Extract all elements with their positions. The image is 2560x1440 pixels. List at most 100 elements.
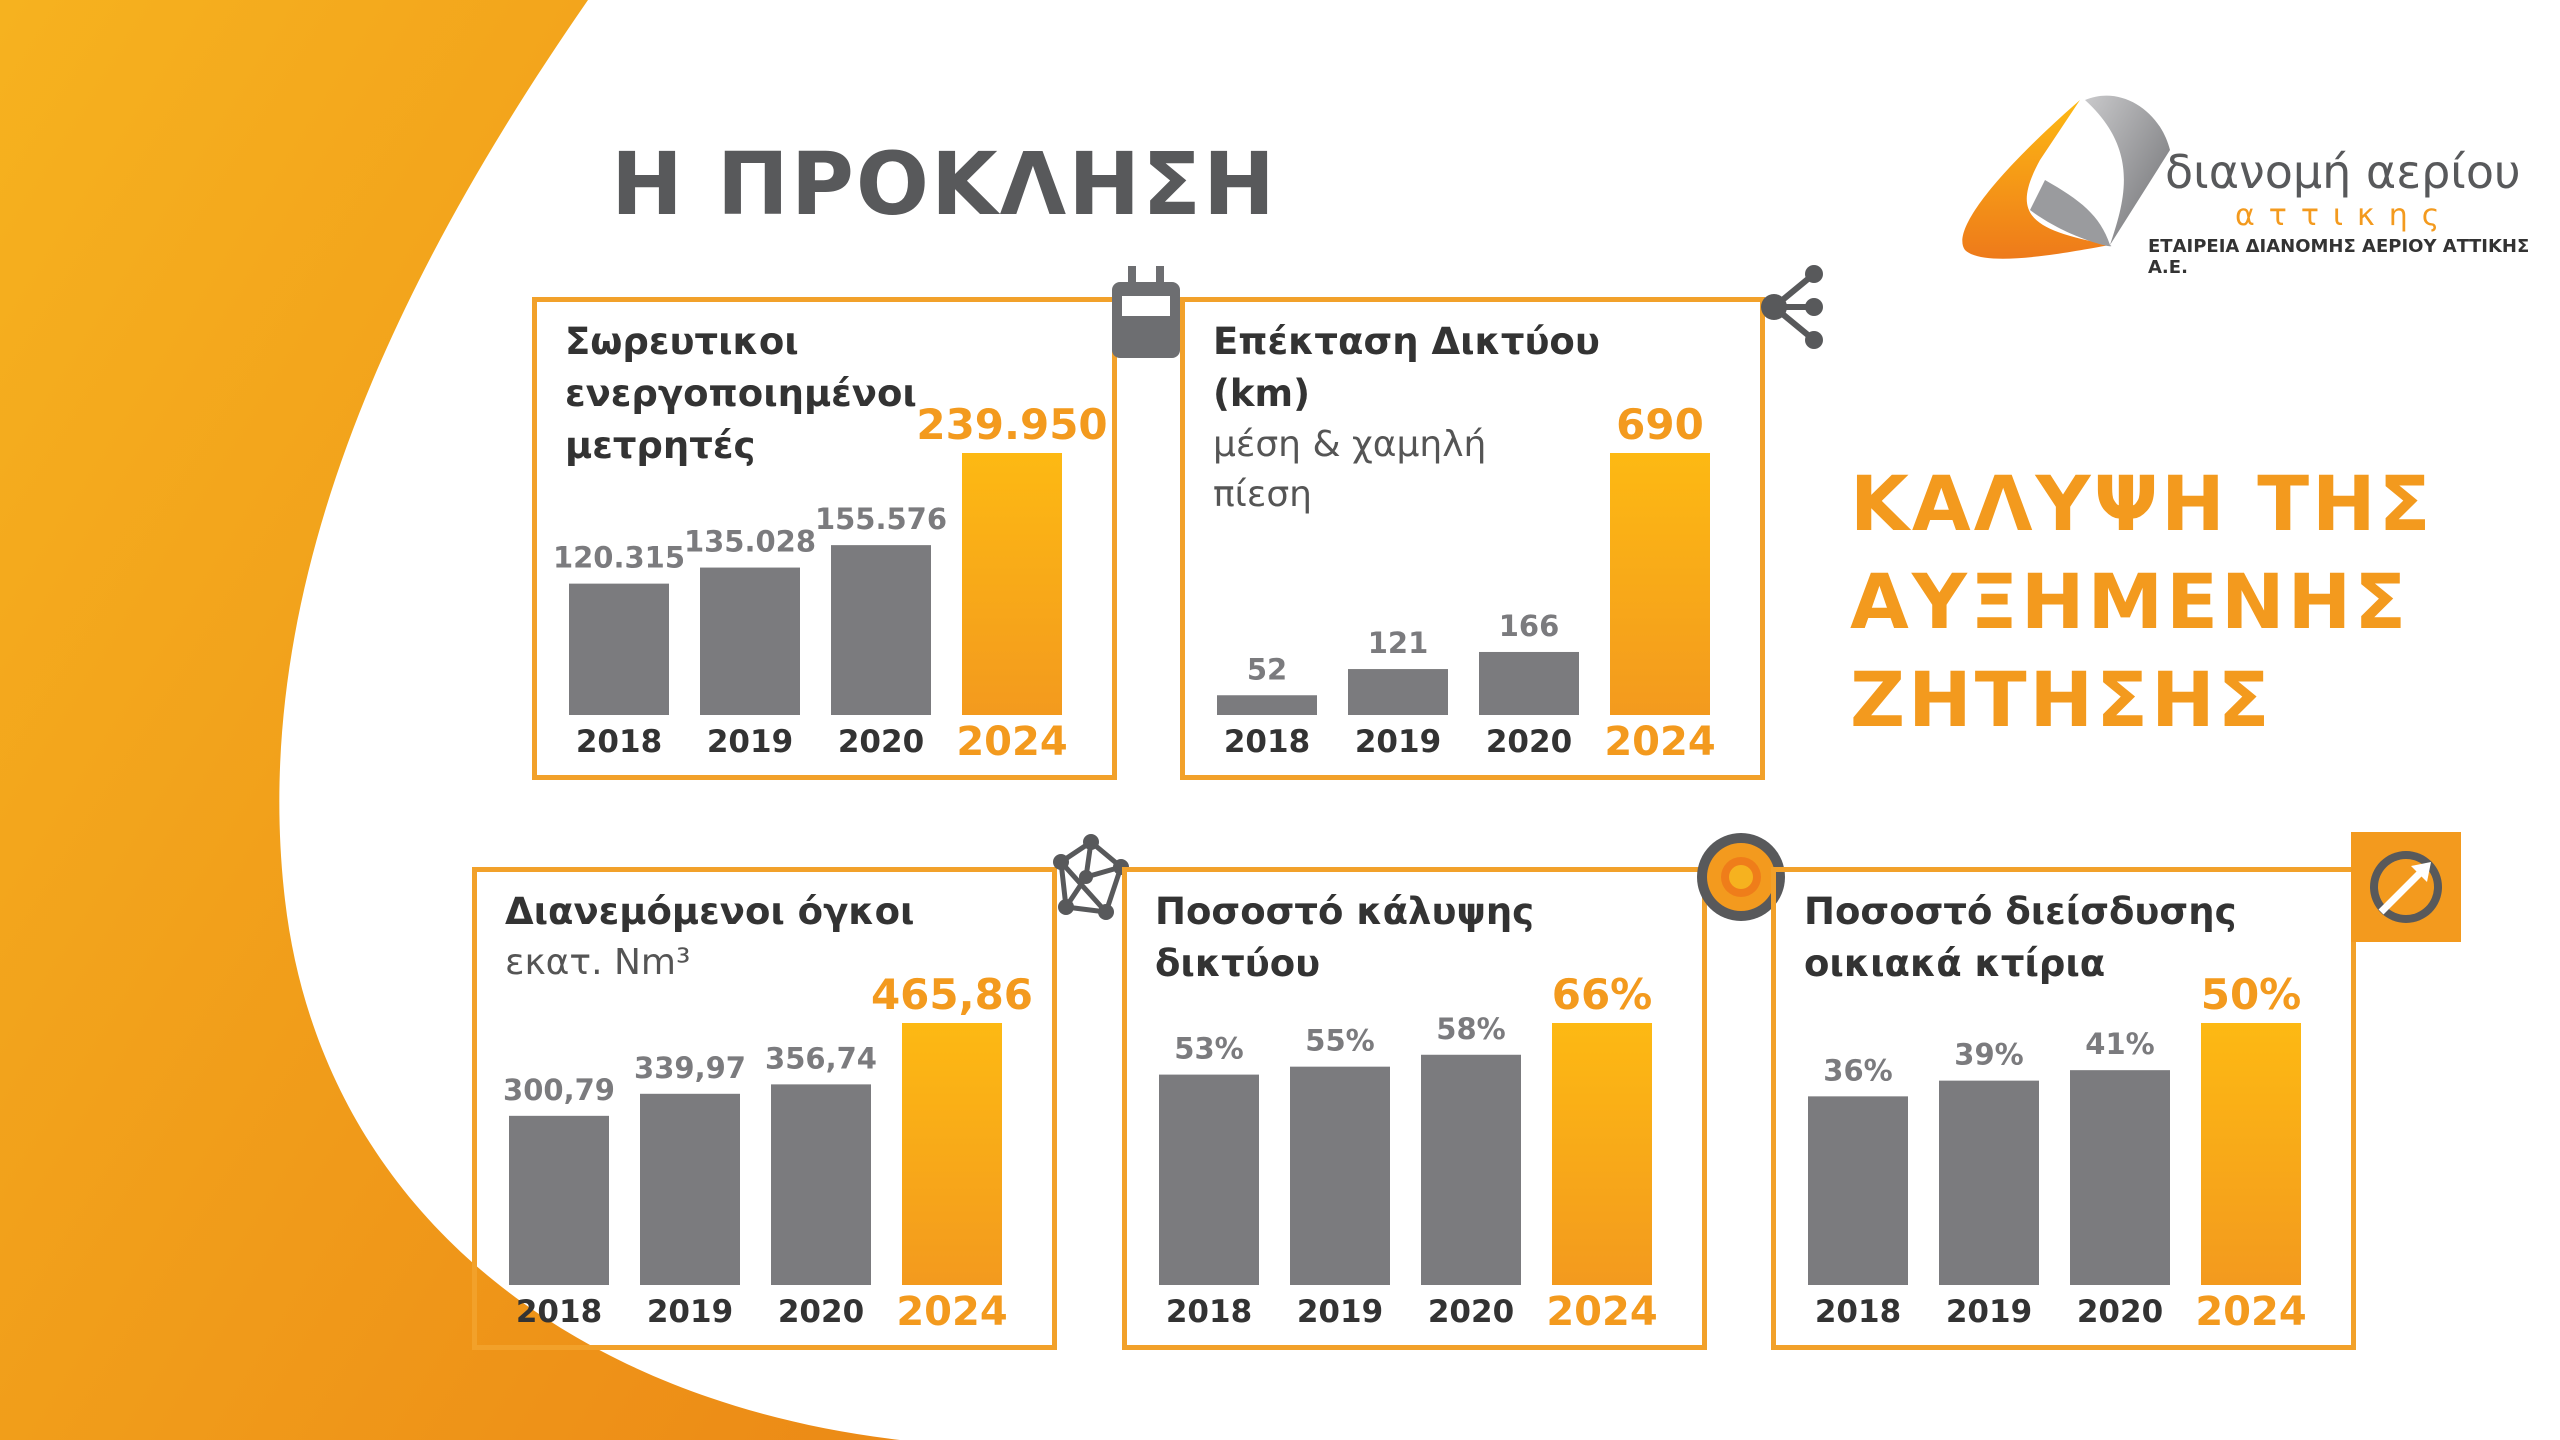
category-label: 2018: [1815, 1294, 1901, 1330]
icon-graphic: [1697, 833, 1785, 921]
title-line: μετρητές: [565, 424, 756, 467]
page-title: Η ΠΡΟΚΛΗΣΗ: [611, 135, 1277, 235]
icon-graphic: [2351, 832, 2461, 942]
bar: [1290, 1066, 1390, 1285]
panel-title: Ποσοστό διείσδυσης οικιακά κτίρια: [1804, 886, 2237, 990]
bar: [902, 1023, 1002, 1285]
value-label: 465,86: [871, 970, 1033, 1019]
chart: 53% 2018 55% 2019 58% 2020 66% 2024: [1159, 970, 1658, 1335]
category-label: 2019: [707, 724, 793, 760]
value-label: 300,79: [503, 1073, 615, 1107]
value-label: 41%: [2085, 1027, 2154, 1061]
category-label: 2018: [1224, 724, 1310, 760]
category-label: 2020: [778, 1294, 864, 1330]
category-label: 2019: [1297, 1294, 1383, 1330]
subtitle-line: εκατ. Nm³: [505, 942, 691, 983]
value-label: 356,74: [765, 1041, 877, 1075]
category-label: 2024: [2195, 1289, 2306, 1335]
category-label: 2018: [1166, 1294, 1252, 1330]
title-line: οικιακά κτίρια: [1804, 942, 2106, 985]
category-label: 2018: [576, 724, 662, 760]
chart: 120.315 2018 135.028 2019 155.576 2020 239.950…: [553, 400, 1108, 765]
chart-panel: 300,79 2018 339,97 2019 356,74 2020 465,86 2024…: [472, 832, 1129, 1350]
bar: [640, 1093, 740, 1285]
bar: [569, 583, 669, 715]
title-line: (km): [1213, 372, 1310, 415]
value-label: 135.028: [684, 525, 816, 559]
headline: ΚΑΛΥΨΗ ΤΗΣ ΑΥΞΗΜΕΝΗΣ ΖΗΤΗΣΗΣ: [1850, 455, 2434, 749]
value-label: 339,97: [634, 1051, 746, 1085]
logo-name: διανομή αερίου: [2165, 145, 2521, 199]
bar: [771, 1084, 871, 1285]
category-label: 2020: [1486, 724, 1572, 760]
icon-graphic: [1112, 266, 1180, 358]
icon: [1754, 262, 1823, 349]
value-label: 58%: [1436, 1012, 1505, 1046]
category-label: 2019: [647, 1294, 733, 1330]
title-line: Διανεμόμενοι όγκοι: [505, 890, 915, 933]
bar: [1348, 669, 1448, 715]
category-label: 2019: [1355, 724, 1441, 760]
category-label: 2024: [956, 719, 1067, 765]
chart-panel: 120.315 2018 135.028 2019 155.576 2020 239.950…: [532, 262, 1180, 780]
icon: [1106, 262, 1180, 358]
category-label: 2024: [1546, 1289, 1657, 1335]
subtitle-line: μέση & χαμηλή: [1213, 424, 1487, 465]
logo-company: ΕΤΑΙΡΕΙΑ ΔΙΑΝΟΜΗΣ ΑΕΡΙΟΥ ΑΤΤΙΚΗΣ Α.Ε.: [2148, 236, 2530, 278]
value-label: 690: [1616, 400, 1704, 449]
chart-panel: 53% 2018 55% 2019 58% 2020 66% 2024 Ποσοστό κάλυ…: [1122, 832, 1785, 1350]
category-label: 2019: [1946, 1294, 2032, 1330]
bar: [1808, 1096, 1908, 1285]
value-label: 36%: [1823, 1053, 1892, 1087]
icon: [1046, 832, 1129, 920]
bar: [1552, 1023, 1652, 1285]
subtitle-line: πίεση: [1213, 474, 1312, 515]
swoosh: [0, 0, 900, 1440]
bar: [1610, 453, 1710, 715]
bar: [962, 453, 1062, 715]
chart: 300,79 2018 339,97 2019 356,74 2020 465,86 2024: [503, 970, 1033, 1335]
logo-mark: [1962, 95, 2170, 259]
category-label: 2024: [896, 1289, 1007, 1335]
bar: [1479, 651, 1579, 715]
title-line: Ποσοστό διείσδυσης: [1804, 890, 2237, 933]
title-line: Σωρευτικοι: [565, 320, 799, 363]
value-label: 120.315: [553, 541, 685, 575]
icon: [1696, 832, 1785, 921]
headline-line: ΖΗΤΗΣΗΣ: [1850, 655, 2273, 744]
panel-title: Σωρευτικοι ενεργοποιημένοι μετρητές: [565, 316, 917, 472]
value-label: 166: [1499, 609, 1560, 643]
value-label: 155.576: [815, 502, 947, 536]
value-label: 52: [1247, 652, 1287, 686]
icon-graphic: [1761, 265, 1823, 349]
bar: [2070, 1070, 2170, 1285]
chart-panel: 36% 2018 39% 2019 41% 2020 50% 2024 Ποσοστό διεί…: [1771, 832, 2461, 1350]
category-label: 2018: [516, 1294, 602, 1330]
bar: [1421, 1054, 1521, 1285]
title-line: Ποσοστό κάλυψης: [1155, 890, 1535, 933]
bar: [1159, 1074, 1259, 1285]
category-label: 2020: [2077, 1294, 2163, 1330]
panel-title: Διανεμόμενοι όγκοι εκατ. Nm³: [505, 886, 914, 988]
bar: [831, 545, 931, 715]
bar: [2201, 1023, 2301, 1285]
title-line: Επέκταση Δικτύου: [1213, 320, 1600, 363]
value-label: 50%: [2201, 970, 2302, 1019]
value-label: 39%: [1954, 1038, 2023, 1072]
value-label: 53%: [1174, 1032, 1243, 1066]
title-line: ενεργοποιημένοι: [565, 372, 917, 415]
bar: [509, 1115, 609, 1285]
headline-line: ΚΑΛΥΨΗ ΤΗΣ: [1850, 459, 2434, 548]
chart: 52 2018 121 2019 166 2020 690 2024: [1217, 400, 1716, 765]
title-line: δικτύου: [1155, 942, 1321, 985]
category-label: 2020: [838, 724, 924, 760]
value-label: 239.950: [916, 400, 1107, 449]
icon: [2351, 832, 2461, 942]
panel-title: Ποσοστό κάλυψης δικτύου: [1155, 886, 1534, 990]
value-label: 121: [1368, 626, 1429, 660]
category-label: 2024: [1604, 719, 1715, 765]
bar: [1217, 695, 1317, 715]
bar: [1939, 1080, 2039, 1285]
